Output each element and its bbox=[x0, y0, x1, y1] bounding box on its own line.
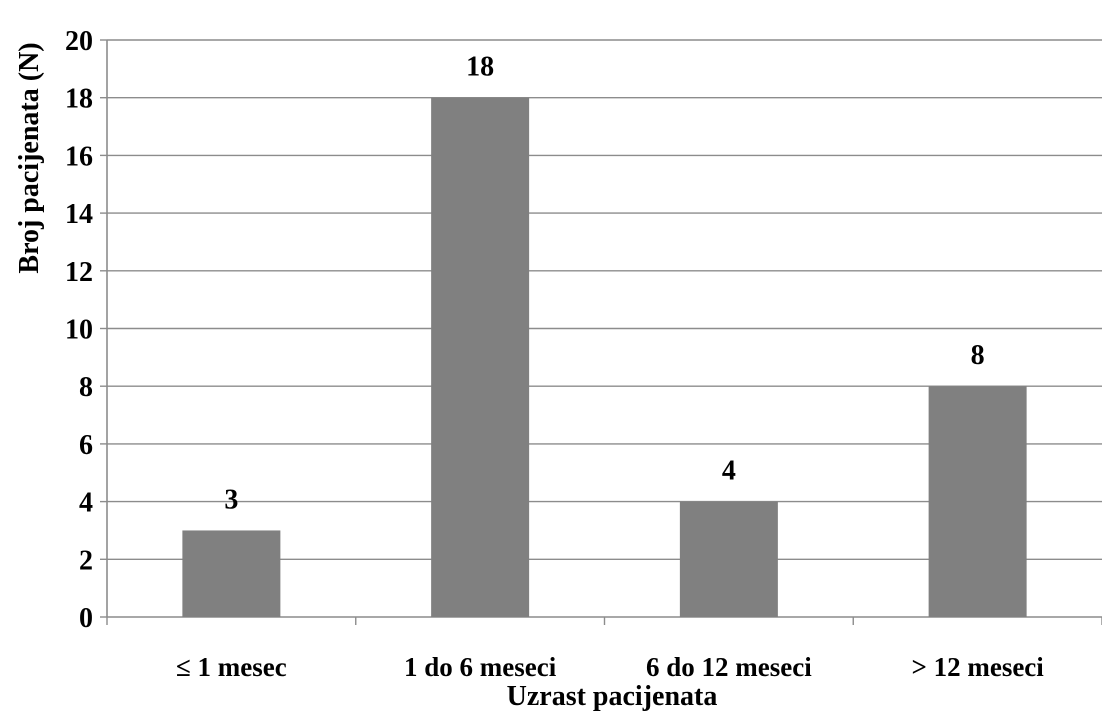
x-tick-label: 6 do 12 meseci bbox=[646, 652, 812, 682]
y-tick-label: 6 bbox=[79, 430, 93, 461]
bar bbox=[679, 501, 778, 617]
y-tick-label: 0 bbox=[79, 603, 93, 634]
y-tick-labels: 0 2 4 6 8 10 12 14 16 18 20 bbox=[65, 26, 93, 634]
y-tick-label: 4 bbox=[79, 488, 93, 519]
bar bbox=[431, 97, 530, 617]
gridlines bbox=[107, 39, 1102, 560]
bar bbox=[928, 386, 1027, 617]
data-label: 8 bbox=[971, 340, 985, 371]
x-axis-title: Uzrast pacijenata bbox=[507, 681, 718, 711]
data-labels: 3 18 4 8 bbox=[224, 52, 984, 516]
bars bbox=[182, 97, 1027, 617]
y-tick-label: 10 bbox=[65, 315, 93, 346]
x-tick-label: 1 do 6 meseci bbox=[404, 652, 557, 682]
data-label: 3 bbox=[224, 484, 238, 515]
x-tick-labels: ≤ 1 mesec 1 do 6 meseci 6 do 12 meseci > 12… bbox=[176, 652, 1044, 682]
bar bbox=[182, 530, 281, 617]
y-tick-label: 14 bbox=[65, 199, 93, 230]
y-tick-label: 2 bbox=[79, 545, 93, 576]
y-tick-label: 16 bbox=[65, 141, 93, 172]
x-tick-label: ≤ 1 mesec bbox=[176, 652, 287, 682]
y-tick-label: 12 bbox=[65, 257, 93, 288]
x-tick-label: > 12 meseci bbox=[911, 652, 1044, 682]
data-label: 4 bbox=[722, 456, 736, 487]
y-axis-title: Broj pacijenata (N) bbox=[14, 42, 45, 273]
data-label: 18 bbox=[466, 52, 494, 83]
y-tick-label: 18 bbox=[65, 84, 93, 115]
y-tick-label: 20 bbox=[65, 26, 93, 57]
y-tick-label: 8 bbox=[79, 372, 93, 403]
